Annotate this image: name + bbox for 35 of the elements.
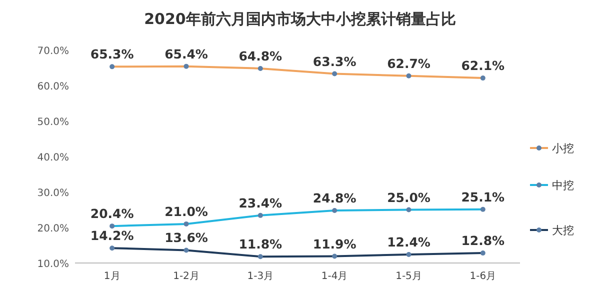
data-label: 25.0% (387, 190, 431, 205)
x-tick-label: 1-2月 (173, 271, 200, 282)
data-label: 25.1% (461, 189, 506, 204)
y-tick-label: 40.0% (37, 152, 69, 164)
data-label: 64.8% (238, 48, 283, 64)
data-label: 62.7% (387, 56, 431, 71)
data-label: 12.8% (461, 233, 506, 248)
x-tick-label: 1-5月 (396, 271, 422, 282)
data-label: 11.9% (312, 236, 357, 252)
x-tick-label: 1-6月 (470, 271, 496, 282)
legend-label: 中挖 (552, 179, 574, 192)
x-tick-label: 1-3月 (247, 271, 274, 282)
data-label: 14.2% (90, 228, 134, 244)
y-tick-label: 20.0% (37, 224, 69, 234)
y-tick-label: 60.0% (37, 82, 69, 92)
data-label: 20.4% (90, 206, 134, 222)
data-label: 11.8% (238, 236, 283, 252)
data-label: 65.3% (90, 46, 134, 62)
data-label: 24.8% (312, 190, 357, 206)
data-label: 12.4% (387, 234, 431, 250)
y-tick-label: 10.0% (37, 259, 69, 270)
y-tick-label: 70.0% (37, 46, 69, 57)
data-label: 65.4% (164, 46, 208, 62)
chart-title: 2020年前六月国内市场大中小挖累计销量占比 (144, 10, 456, 28)
data-label: 23.4% (238, 195, 283, 210)
data-label: 13.6% (164, 230, 208, 246)
legend-label: 大挖 (552, 224, 574, 237)
y-tick-label: 50.0% (37, 117, 69, 128)
data-label: 63.3% (312, 54, 357, 69)
x-tick-label: 1月 (104, 271, 120, 282)
data-label: 62.1% (461, 58, 506, 74)
legend-label: 小挖 (552, 142, 574, 155)
data-label: 21.0% (164, 204, 208, 219)
x-tick-label: 1-4月 (321, 271, 348, 282)
y-tick-label: 30.0% (37, 188, 69, 199)
